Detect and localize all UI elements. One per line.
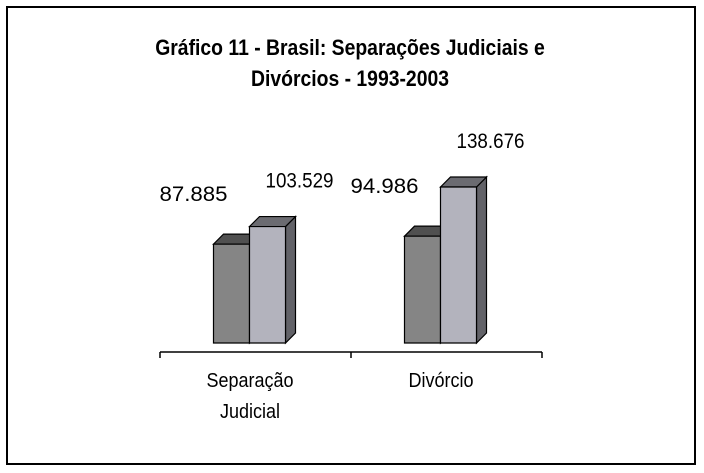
- data-label: 103.529: [266, 170, 334, 193]
- data-label: 94.986: [351, 175, 419, 198]
- bar-side: [475, 175, 488, 345]
- bar-front: [403, 235, 442, 344]
- data-label: 87.885: [160, 183, 228, 206]
- x-tick-label: Divórcio: [407, 370, 474, 392]
- chart-title: Gráfico 11 - Brasil: Separações Judiciai…: [155, 35, 545, 91]
- bar: [248, 215, 297, 345]
- x-tick-label: Separação Judicial: [205, 370, 294, 423]
- bar: [439, 175, 488, 345]
- bar-front: [439, 186, 478, 344]
- bar-side: [284, 215, 297, 345]
- bar-front: [248, 225, 287, 344]
- bar-front: [212, 243, 251, 344]
- data-label: 138.676: [457, 130, 525, 153]
- chart-frame: [6, 6, 696, 465]
